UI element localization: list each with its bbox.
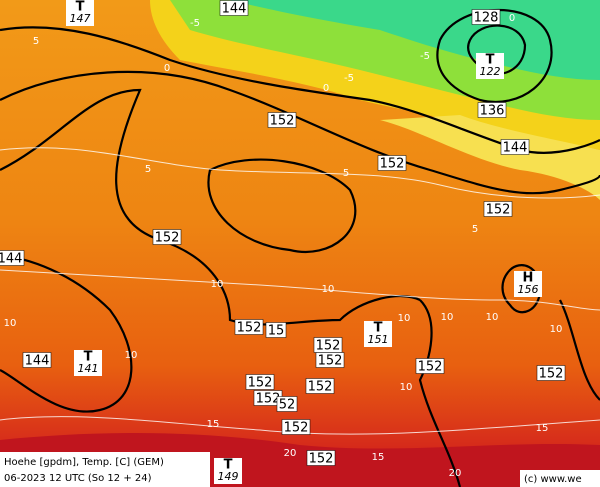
contour-label-box: [219, 0, 249, 16]
contour-label: 128: [474, 11, 499, 26]
center-value: 149: [218, 470, 239, 483]
contour-label: 144: [0, 252, 22, 267]
contour-label-box: [415, 358, 445, 374]
contour-label-box: [22, 352, 52, 368]
contour-label: 144: [503, 141, 528, 156]
contour-label: 152: [318, 354, 343, 369]
contour-label-box: [305, 378, 335, 394]
contour-label-box: [536, 365, 566, 381]
isotherm-label: 10: [211, 279, 224, 290]
isotherm-label: 15: [536, 423, 549, 434]
contour-label-box: [265, 322, 287, 338]
isotherm-label: 10: [441, 312, 454, 323]
isotherm-label: 10: [4, 318, 17, 329]
center-box: [364, 321, 392, 347]
isotherm-label: 5: [472, 224, 478, 235]
contour-label-box: [483, 201, 513, 217]
center-symbol: T: [224, 458, 233, 473]
isotherm-label: 0: [509, 13, 515, 24]
contour-label-box: [477, 102, 507, 118]
contour-label-box: [315, 352, 345, 368]
cold-zone-cyan: [230, 0, 600, 80]
isotherm-label: 10: [398, 313, 411, 324]
isotherms: [0, 147, 600, 435]
contour-label: 136: [480, 104, 505, 119]
contour-label: 152: [308, 380, 333, 395]
isotherm-label: 5: [343, 168, 349, 179]
contour-label: 152: [270, 114, 295, 129]
center-value: 141: [78, 362, 99, 375]
isotherm-label: 10: [322, 284, 335, 295]
contour-label-box: [234, 319, 264, 335]
contour-label-box: [306, 450, 336, 466]
isotherm-label: 15: [372, 452, 385, 463]
contour-label: 152: [284, 421, 309, 436]
contour-label: 152: [539, 367, 564, 382]
contour-label: 152: [155, 231, 180, 246]
center-value: 122: [480, 65, 501, 78]
contour-label-box: [276, 396, 298, 412]
center-value: 151: [368, 333, 389, 346]
isotherm-label: 10: [125, 350, 138, 361]
center-value: 156: [518, 283, 539, 296]
center-value: 147: [70, 12, 91, 25]
isotherm-label: -5: [190, 18, 200, 29]
isotherm-label: 20: [449, 468, 462, 479]
contour-label: 152: [309, 452, 334, 467]
center-symbol: T: [374, 321, 383, 336]
center-box: [214, 458, 242, 484]
isotherm-label: 0: [323, 83, 329, 94]
isotherm-label: 15: [207, 419, 220, 430]
legend-line: 06-2023 12 UTC (So 12 + 24): [4, 473, 152, 484]
contour-label-box: [245, 374, 275, 390]
center-box: [66, 0, 94, 26]
legend-box: [0, 452, 210, 487]
isotherm-label: 10: [550, 324, 563, 335]
isotherm-label: 10: [400, 382, 413, 393]
contour-label-box: [471, 9, 501, 25]
isotherm-label: 10: [486, 312, 499, 323]
copyright-box: [520, 470, 600, 487]
contour-label-box: [0, 250, 25, 266]
contour-label: 152: [316, 339, 341, 354]
contour-label: 144: [25, 354, 50, 369]
contour-label-box: [152, 229, 182, 245]
isotherm-label: -5: [344, 73, 354, 84]
center-box: [476, 53, 504, 79]
contour-label: 152: [248, 376, 273, 391]
contour-label: 152: [256, 392, 281, 407]
cold-zone-pale: [380, 115, 600, 200]
copyright: (c) www.we: [524, 474, 582, 485]
contour-label-box: [377, 155, 407, 171]
geopotential-contours: [0, 9, 600, 487]
center-symbol: T: [76, 0, 85, 15]
contour-label: 144: [222, 2, 247, 17]
isotherm-label: 5: [33, 36, 39, 47]
contour-label-box: [267, 112, 297, 128]
contour-label-box: [281, 419, 311, 435]
contour-label: 152: [486, 203, 511, 218]
center-box: [74, 350, 102, 376]
isotherm-label: -5: [420, 51, 430, 62]
center-symbol: T: [84, 350, 93, 365]
labels: 1521521361281441441521521441441515215215…: [0, 0, 566, 484]
center-symbol: T: [486, 53, 495, 68]
contour-label: 152: [237, 321, 262, 336]
isotherm-label: 0: [164, 63, 170, 74]
legend-line: Hoehe [gpdm], Temp. [C] (GEM): [4, 457, 164, 468]
contour-label: 15: [268, 324, 285, 339]
contour-label-box: [500, 139, 530, 155]
contour-label: 52: [279, 398, 296, 413]
contour-label: 152: [380, 157, 405, 172]
center-box: [514, 271, 542, 297]
contour-label: 152: [418, 360, 443, 375]
isotherm-label: 5: [145, 164, 151, 175]
center-symbol: H: [523, 271, 534, 286]
isotherm-label: 20: [284, 448, 297, 459]
